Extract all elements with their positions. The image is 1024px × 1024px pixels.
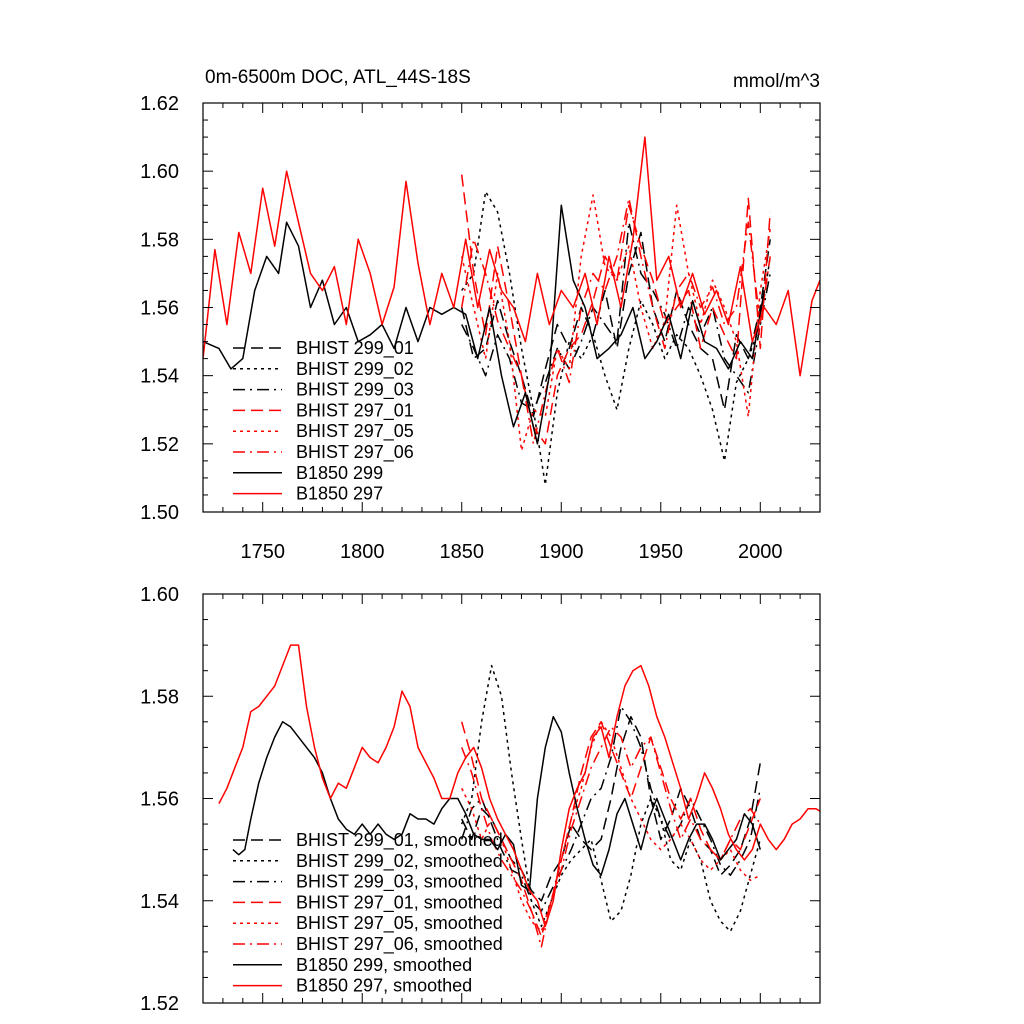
x-tick-label: 1750 [240,541,285,563]
series-line-0-5 [460,197,771,445]
y-tick-label: 1.56 [140,789,179,811]
legend-label: BHIST 299_03 [296,380,414,401]
legend-label: BHIST 297_05 [296,421,414,442]
series-group [218,644,820,948]
legend-label: B1850 299 [296,463,383,483]
legend-label: B1850 297 [296,484,383,504]
x-tick-label: 1800 [340,541,385,563]
legend-label: BHIST 299_01, smoothed [296,830,503,851]
legend-label: BHIST 299_01 [296,338,414,359]
y-tick-label: 1.58 [140,686,179,708]
legend-label: BHIST 299_03, smoothed [296,872,503,893]
x-tick-label: 2000 [738,541,783,563]
series-line-1-5 [461,726,761,948]
x-tick-label: 1900 [539,541,584,563]
legend-label: BHIST 299_02, smoothed [296,851,503,872]
y-tick-label: 1.50 [140,502,179,524]
series-line-0-6 [203,204,766,445]
series-line-1-3 [460,721,761,938]
top-panel: 1.50 1.52 1.54 1.56 1.58 1.60 1.62 1750 1800 1850… [140,93,821,563]
legend-label: BHIST 297_05, smoothed [296,913,503,934]
legend-label: BHIST 299_02 [296,359,414,380]
legend-label: BHIST 297_01, smoothed [296,892,503,913]
series-line-0-2 [461,221,771,411]
legend-label: BHIST 297_06, smoothed [296,934,503,955]
series-line-0-7 [203,136,820,377]
y-tick-label: 1.60 [140,584,179,606]
x-tick-label: 1950 [639,541,684,563]
series-line-1-1 [461,664,762,933]
y-tick-label: 1.54 [140,366,179,388]
legend-label: B1850 297, smoothed [296,976,472,996]
series-line-1-6 [232,715,762,892]
legend-label: BHIST 297_01 [296,400,414,421]
bottom-panel: 1.52 1.54 1.56 1.58 1.60 BHIST 299_01, smooth… [140,584,821,1015]
legend-label: BHIST 297_06 [296,442,414,463]
series-line-0-0 [460,231,771,418]
top-panel-units: mmol/m^3 [733,71,820,92]
series-line-1-4 [461,721,761,933]
y-tick-label: 1.54 [140,891,179,913]
y-tick-label: 1.58 [140,229,179,251]
y-tick-label: 1.60 [140,161,179,183]
y-tick-label: 1.56 [140,298,179,320]
x-tick-label: 1850 [439,541,484,563]
legend-label: B1850 299, smoothed [296,955,472,975]
top-panel-title: 0m-6500m DOC, ATL_44S-18S [205,67,471,88]
series-line-0-4 [460,194,771,452]
series-line-0-3 [460,174,771,445]
series-group [203,136,820,486]
y-tick-label: 1.62 [140,93,179,115]
y-tick-label: 1.52 [140,993,179,1015]
series-line-1-7 [218,644,820,928]
series-line-1-2 [460,705,762,912]
y-tick-label: 1.52 [140,434,179,456]
series-line-0-1 [461,190,771,486]
